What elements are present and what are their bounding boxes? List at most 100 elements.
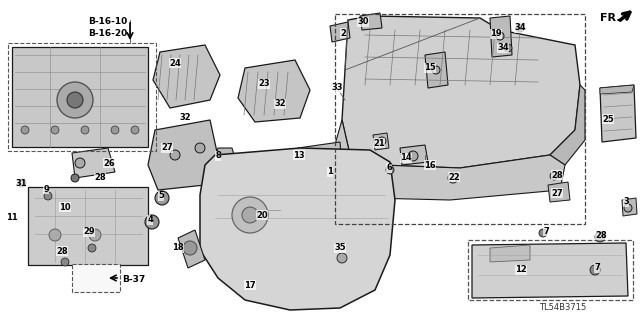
Text: 20: 20: [256, 211, 268, 219]
Circle shape: [131, 126, 139, 134]
Text: 12: 12: [515, 265, 527, 275]
Polygon shape: [425, 52, 448, 88]
Circle shape: [88, 244, 96, 252]
Text: 28: 28: [94, 174, 106, 182]
Circle shape: [155, 191, 169, 205]
Text: 28: 28: [551, 170, 563, 180]
Polygon shape: [215, 148, 235, 160]
Circle shape: [337, 253, 347, 263]
Circle shape: [89, 229, 101, 241]
Polygon shape: [72, 148, 115, 178]
Bar: [468, 240, 633, 300]
Text: 25: 25: [602, 115, 614, 123]
Text: 23: 23: [258, 79, 270, 88]
Polygon shape: [314, 162, 330, 172]
Text: 14: 14: [400, 153, 412, 162]
Polygon shape: [400, 145, 428, 165]
Text: 30: 30: [357, 18, 369, 26]
Circle shape: [595, 232, 605, 242]
Polygon shape: [148, 120, 222, 190]
Circle shape: [145, 215, 159, 229]
Circle shape: [504, 44, 512, 52]
Circle shape: [18, 179, 26, 187]
Text: B-37: B-37: [122, 275, 145, 284]
Bar: [335, 14, 585, 224]
Text: 28: 28: [595, 231, 607, 240]
Text: 17: 17: [244, 280, 256, 290]
Circle shape: [378, 137, 386, 145]
Polygon shape: [360, 13, 382, 30]
Circle shape: [539, 229, 547, 237]
Circle shape: [49, 229, 61, 241]
Polygon shape: [178, 230, 205, 268]
Text: 9: 9: [43, 184, 49, 194]
Text: B-16-10: B-16-10: [88, 18, 127, 26]
Bar: [28, 187, 148, 265]
Circle shape: [232, 197, 268, 233]
Circle shape: [71, 174, 79, 182]
Circle shape: [496, 32, 504, 40]
Text: 32: 32: [179, 113, 191, 122]
Circle shape: [57, 82, 93, 118]
Polygon shape: [622, 198, 637, 216]
Circle shape: [550, 172, 558, 180]
Circle shape: [386, 166, 394, 174]
Text: 8: 8: [215, 152, 221, 160]
Text: FR.: FR.: [600, 13, 621, 23]
Text: 19: 19: [490, 29, 502, 39]
Text: 3: 3: [623, 197, 629, 206]
Text: 27: 27: [161, 144, 173, 152]
Circle shape: [75, 158, 85, 168]
Text: 33: 33: [332, 84, 343, 93]
Polygon shape: [342, 16, 580, 168]
Text: 26: 26: [103, 159, 115, 167]
Text: 18: 18: [172, 243, 184, 253]
Text: 21: 21: [373, 138, 385, 147]
Text: 35: 35: [334, 243, 346, 253]
Text: 2: 2: [340, 28, 346, 38]
Text: 32: 32: [274, 100, 286, 108]
Circle shape: [81, 126, 89, 134]
Text: 34: 34: [514, 24, 526, 33]
Polygon shape: [332, 120, 565, 200]
Text: 28: 28: [56, 247, 68, 256]
Circle shape: [448, 173, 458, 183]
Text: 16: 16: [424, 160, 436, 169]
Circle shape: [111, 126, 119, 134]
Text: 5: 5: [158, 191, 164, 201]
Polygon shape: [200, 148, 395, 310]
Text: 31: 31: [15, 179, 27, 188]
Polygon shape: [600, 85, 634, 94]
Circle shape: [51, 126, 59, 134]
Circle shape: [21, 126, 29, 134]
Text: 7: 7: [543, 226, 549, 235]
Bar: [8, 43, 156, 151]
Text: 15: 15: [424, 63, 436, 72]
Polygon shape: [548, 182, 570, 202]
Polygon shape: [238, 60, 310, 122]
Polygon shape: [550, 85, 585, 165]
Text: 27: 27: [551, 189, 563, 197]
Text: 11: 11: [6, 213, 18, 222]
Polygon shape: [153, 45, 220, 108]
Polygon shape: [373, 133, 389, 150]
Text: 6: 6: [386, 164, 392, 173]
Polygon shape: [490, 16, 512, 57]
Text: 29: 29: [83, 227, 95, 236]
Text: 24: 24: [169, 58, 181, 68]
Text: 13: 13: [293, 151, 305, 160]
Polygon shape: [330, 22, 350, 42]
Text: TL54B3715: TL54B3715: [540, 302, 587, 311]
Circle shape: [183, 241, 197, 255]
Circle shape: [242, 207, 258, 223]
Text: B-16-20: B-16-20: [88, 29, 127, 39]
Circle shape: [67, 92, 83, 108]
Polygon shape: [298, 142, 342, 174]
Circle shape: [432, 66, 440, 74]
Circle shape: [61, 258, 69, 266]
Polygon shape: [600, 85, 636, 142]
Circle shape: [590, 265, 600, 275]
Circle shape: [195, 143, 205, 153]
Polygon shape: [472, 243, 628, 298]
Text: 1: 1: [327, 167, 333, 176]
